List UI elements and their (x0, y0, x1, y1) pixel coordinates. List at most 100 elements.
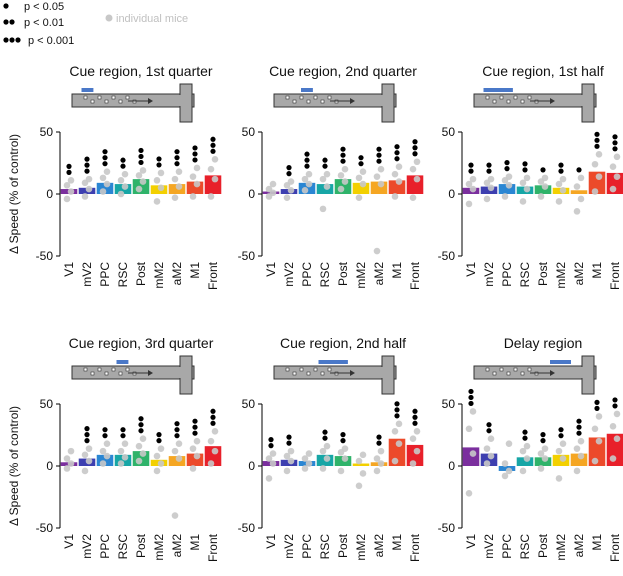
mouse-point (469, 175, 477, 183)
significance-dot (156, 438, 162, 444)
y-tick-label: 0 (46, 459, 53, 473)
significance-dot (612, 134, 618, 140)
x-tick-label: M1 (590, 262, 604, 279)
legend-dot (3, 37, 9, 43)
significance (286, 434, 292, 446)
significance (468, 162, 474, 174)
bar (462, 447, 480, 466)
x-tick-label: Front (206, 261, 220, 290)
legend: p < 0.05 p < 0.01 p < 0.001 individual m… (3, 1, 188, 47)
significance-dot (210, 414, 216, 420)
significance-dot (612, 146, 618, 152)
significance (340, 146, 346, 164)
mouse-point (81, 451, 89, 459)
legend-label: individual mice (116, 13, 188, 25)
significance-dot (84, 162, 90, 168)
significance-dot (120, 157, 126, 163)
mouse-point (373, 455, 381, 462)
legend-dot (3, 19, 9, 25)
significance (376, 434, 382, 446)
significance-dot (304, 157, 310, 163)
x-tick-label: mV2 (482, 534, 496, 559)
mouse-point (287, 447, 295, 455)
significance-dot (594, 405, 600, 411)
cue (83, 367, 88, 372)
mouse-point (305, 450, 313, 457)
mouse-point (121, 170, 129, 178)
mouse-point (157, 184, 165, 192)
x-tick-label: Front (206, 533, 220, 562)
mouse-point (85, 185, 93, 193)
cue (292, 99, 297, 104)
significance-dot (138, 422, 144, 428)
y-tick-label: 50 (40, 397, 54, 411)
mouse-point (189, 465, 197, 472)
mouse-point (67, 447, 75, 455)
arrow-head (350, 370, 355, 376)
mouse-point (505, 182, 513, 189)
maze-schematic (273, 83, 397, 123)
cue (306, 99, 311, 104)
mouse-point (305, 460, 313, 467)
significance-dot (102, 427, 108, 433)
mouse-point (501, 460, 509, 467)
mouse-point (395, 178, 403, 185)
mouse-point (413, 175, 421, 183)
significance-dot (612, 140, 618, 146)
mouse-point (413, 158, 421, 166)
mouse-point (391, 427, 399, 435)
significance-dot (468, 162, 474, 168)
track-fill (581, 367, 584, 378)
chart-title: Cue region, 2nd quarter (269, 63, 417, 79)
mouse-point (377, 460, 385, 467)
mouse-point (319, 205, 327, 213)
x-tick-label: Post (134, 533, 148, 558)
cue (111, 95, 116, 100)
significance (558, 162, 564, 174)
mouse-point (523, 174, 531, 182)
mouse-point (505, 440, 513, 447)
mouse-point (283, 194, 291, 202)
y-axis-label: Δ Speed (% of control) (7, 134, 21, 254)
mouse-point (117, 460, 125, 467)
mouse-point (265, 475, 273, 482)
x-tick-label: PPC (500, 262, 514, 287)
mouse-point (487, 435, 495, 443)
mouse-point (573, 467, 581, 475)
significance (376, 146, 382, 164)
significance-dot (210, 420, 216, 426)
significance-dot (304, 163, 310, 169)
mouse-point (355, 194, 363, 202)
significance-dot (594, 137, 600, 143)
mouse-point (537, 450, 545, 457)
significance-dot (192, 418, 198, 424)
mouse-point (135, 457, 143, 465)
mouse-point (341, 178, 349, 185)
mouse-point (359, 451, 367, 459)
mouse-point (469, 450, 477, 457)
significance-dot (174, 161, 180, 167)
cue (125, 367, 130, 372)
mouse-point (135, 442, 143, 450)
y-tick-label: 50 (40, 125, 54, 139)
mouse-point (465, 200, 473, 208)
mouse-point (609, 163, 617, 171)
significance-dot (594, 399, 600, 405)
x-tick-label: V1 (464, 534, 478, 549)
bar (534, 457, 552, 466)
region-marker (301, 88, 313, 92)
significance-dot (84, 438, 90, 444)
significance-dot (412, 420, 418, 426)
significance-dot (394, 407, 400, 413)
x-tick-label: Front (408, 533, 422, 562)
arrow-head (148, 98, 153, 104)
significance (304, 151, 310, 169)
significance-dot (102, 149, 108, 155)
mouse-point (193, 452, 201, 460)
mouse-point (373, 247, 381, 255)
mouse-point (211, 427, 219, 435)
significance-dot (192, 145, 198, 151)
significance-dot (304, 151, 310, 157)
bar (352, 463, 370, 466)
significance-dot (504, 160, 510, 166)
